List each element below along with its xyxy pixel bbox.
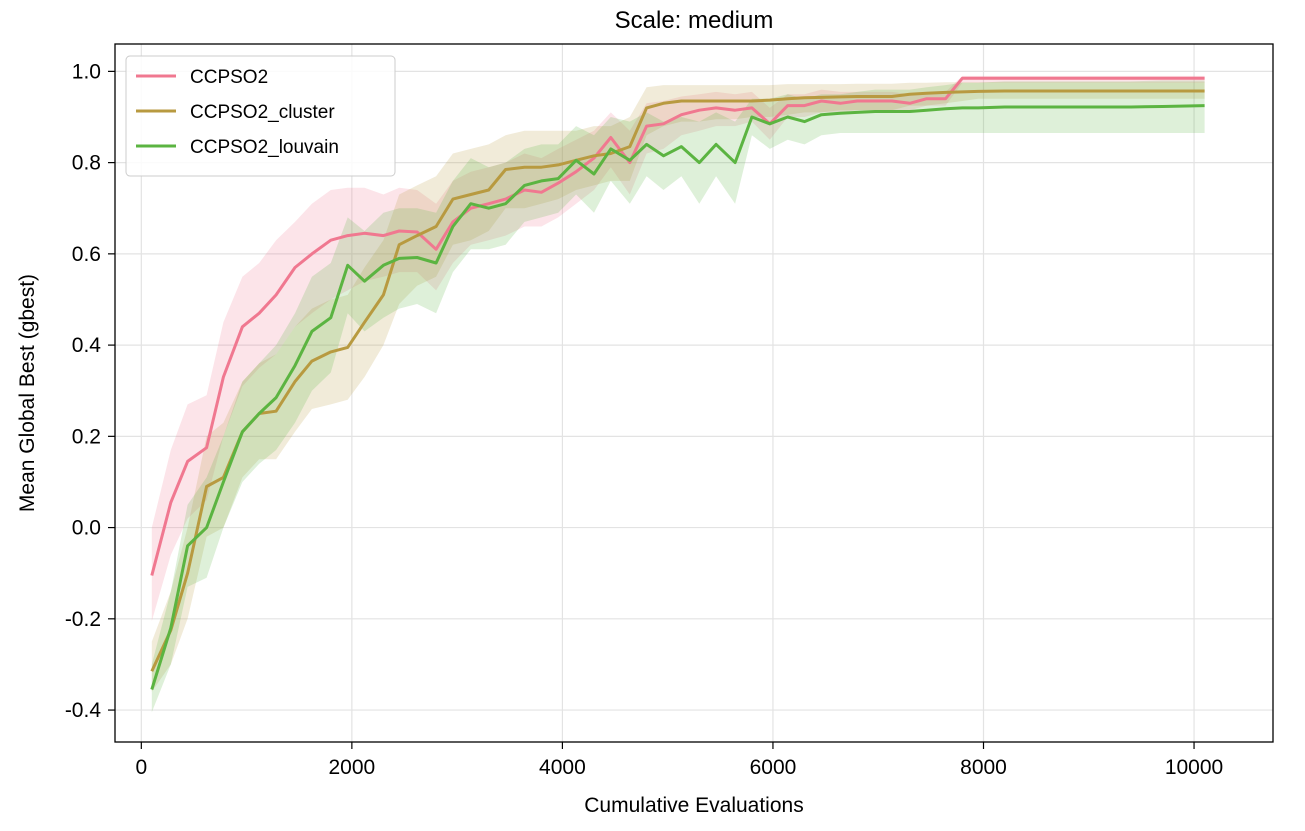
y-tick-label: 1.0 bbox=[72, 60, 101, 83]
x-tick-label: 2000 bbox=[329, 756, 376, 779]
band-series-1 bbox=[151, 82, 1205, 692]
x-axis-label: Cumulative Evaluations bbox=[584, 794, 803, 817]
series-lines bbox=[150, 76, 1205, 690]
band-series-0 bbox=[151, 75, 1205, 622]
legend-label-0: CCPSO2 bbox=[190, 67, 268, 88]
y-tick-label: 0.4 bbox=[72, 334, 102, 357]
confidence-bands bbox=[151, 75, 1205, 713]
line-series-2 bbox=[150, 104, 1205, 690]
legend-label-1: CCPSO2_cluster bbox=[190, 102, 335, 123]
x-axis-ticks: 0 2000 4000 6000 8000 10000 bbox=[135, 742, 1223, 779]
x-tick-label: 0 bbox=[135, 756, 147, 779]
y-tick-label: 0.2 bbox=[72, 425, 101, 448]
legend-box bbox=[125, 55, 396, 177]
y-tick-label: 0.8 bbox=[72, 152, 101, 175]
y-tick-label: 0.0 bbox=[72, 517, 101, 540]
y-axis-ticks: -0.4 -0.2 0.0 0.2 0.4 0.6 0.8 1.0 bbox=[65, 60, 115, 722]
y-tick-label: -0.2 bbox=[65, 608, 101, 631]
legend-label-2: CCPSO2_louvain bbox=[190, 137, 339, 158]
plot-frame bbox=[114, 43, 1274, 743]
grid bbox=[115, 44, 1273, 742]
x-tick-label: 6000 bbox=[750, 756, 797, 779]
legend: CCPSO2 CCPSO2_cluster CCPSO2_louvain bbox=[125, 55, 396, 177]
y-tick-label: -0.4 bbox=[65, 699, 102, 722]
y-tick-label: 0.6 bbox=[72, 243, 101, 266]
band-series-2 bbox=[151, 80, 1205, 713]
x-tick-label: 4000 bbox=[539, 756, 586, 779]
line-series-0 bbox=[150, 76, 1205, 576]
y-axis-label: Mean Global Best (gbest) bbox=[16, 274, 39, 512]
x-tick-label: 8000 bbox=[960, 756, 1007, 779]
chart-title: Scale: medium bbox=[615, 7, 774, 34]
x-tick-label: 10000 bbox=[1165, 756, 1223, 779]
line-series-1 bbox=[150, 89, 1205, 672]
